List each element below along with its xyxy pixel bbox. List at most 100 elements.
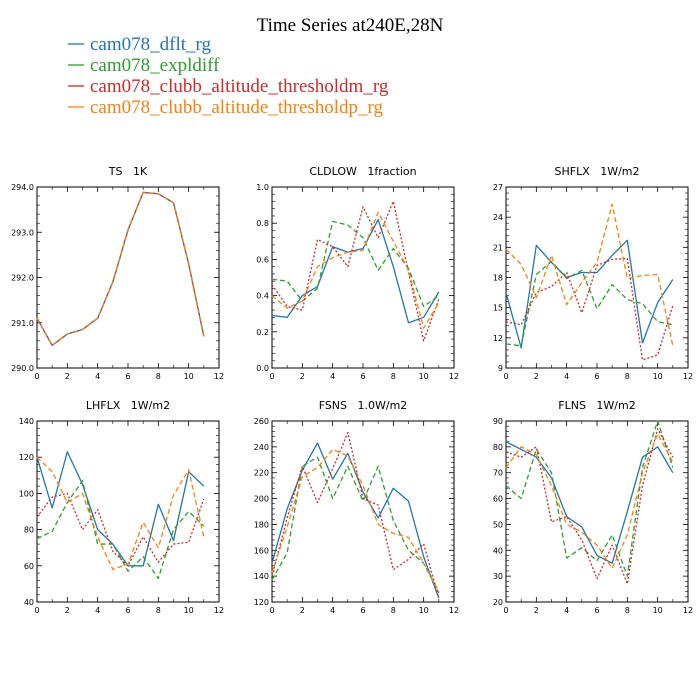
- y-tick-label: 291.0: [11, 319, 34, 328]
- panel-title: CLDLOW 1fraction: [309, 165, 416, 178]
- x-tick-label: 12: [683, 606, 693, 615]
- series-line-cam078-expldiff: [36, 480, 205, 580]
- x-tick-label: 0: [269, 606, 274, 615]
- legend: cam078_dflt_rgcam078_expldiffcam078_club…: [68, 34, 389, 118]
- x-tick-label: 6: [125, 372, 130, 381]
- panel-title: LHFLX 1W/m2: [86, 399, 170, 412]
- series-line-cam078-dflt-rg: [271, 218, 440, 324]
- x-tick-label: 8: [156, 372, 161, 381]
- y-tick-label: 40: [493, 546, 503, 555]
- x-tick-label: 2: [534, 606, 539, 615]
- y-tick-label: 80: [493, 443, 503, 452]
- y-tick-label: 40: [24, 598, 34, 607]
- x-tick-label: 0: [503, 606, 508, 615]
- y-tick-label: 30: [493, 572, 503, 581]
- series-line-cam078-clubb-altitude-thresholdp-rg: [505, 433, 674, 570]
- y-tick-label: 18: [493, 274, 503, 283]
- x-tick-label: 12: [449, 606, 459, 615]
- x-tick-label: 12: [214, 372, 224, 381]
- series-line-cam078-clubb-altitude-thresholdp-rg: [271, 211, 440, 329]
- y-tick-label: 27: [493, 183, 503, 192]
- x-tick-label: 8: [625, 606, 630, 615]
- panel-lhflx: LHFLX 1W/m2 0 2 4 6 8 10 12 40 60 80 100 120 140: [19, 399, 224, 615]
- x-tick-label: 0: [34, 606, 39, 615]
- series-line-cam078-expldiff: [505, 260, 673, 347]
- y-tick-label: 220: [254, 469, 269, 478]
- y-tick-label: 70: [493, 469, 503, 478]
- x-tick-label: 8: [391, 372, 396, 381]
- y-tick-label: 160: [254, 546, 269, 555]
- x-tick-label: 6: [594, 606, 599, 615]
- y-tick-label: 20: [493, 598, 503, 607]
- series-line-cam078-clubb-altitude-thresholdp-rg: [505, 203, 674, 347]
- panel-title: FLNS 1W/m2: [558, 399, 635, 412]
- x-tick-label: 0: [34, 372, 39, 381]
- y-tick-label: 200: [254, 495, 269, 504]
- panel-title: FSNS 1.0W/m2: [319, 399, 408, 412]
- x-tick-label: 10: [653, 606, 663, 615]
- x-tick-label: 4: [564, 606, 569, 615]
- panels: TS 1K0 2 4 6 8 10 12290.0291.0292.0293.0294.0C…: [11, 165, 693, 615]
- y-tick-label: 90: [493, 417, 503, 426]
- y-tick-label: 140: [254, 572, 269, 581]
- x-tick-label: 12: [683, 372, 693, 381]
- y-tick-label: 0.6: [256, 255, 269, 264]
- x-tick-label: 8: [156, 606, 161, 615]
- legend-label: cam078_dflt_rg: [90, 34, 212, 55]
- series-line-cam078-clubb-altitude-thresholdm-rg: [505, 428, 674, 585]
- y-tick-label: 12: [493, 334, 503, 343]
- x-tick-label: 2: [65, 606, 70, 615]
- legend-entry-3: cam078_clubb_altitude_thresholdm_rg: [68, 76, 389, 97]
- panel-fsns: FSNS 1.0W/m2 0 2 4 6 8 10 12 120 140 160 180 200 220 2…: [254, 399, 459, 615]
- y-tick-label: 240: [254, 443, 269, 452]
- y-tick-label: 0.8: [256, 219, 269, 228]
- panel-title: TS 1K: [108, 165, 148, 178]
- x-tick-label: 12: [449, 372, 459, 381]
- y-tick-label: 50: [493, 520, 503, 529]
- y-tick-label: 120: [19, 453, 34, 462]
- y-tick-label: 140: [19, 417, 34, 426]
- x-tick-label: 10: [419, 372, 429, 381]
- x-tick-label: 10: [184, 372, 194, 381]
- x-tick-label: 2: [65, 372, 70, 381]
- x-tick-label: 0: [503, 372, 508, 381]
- y-tick-label: 60: [493, 495, 503, 504]
- legend-label: cam078_clubb_altitude_thresholdp_rg: [90, 97, 384, 118]
- x-tick-label: 4: [330, 606, 335, 615]
- y-tick-label: 120: [254, 598, 269, 607]
- y-tick-label: 21: [493, 243, 503, 252]
- y-tick-label: 24: [493, 213, 503, 222]
- series-line-cam078-dflt-rg: [271, 442, 440, 599]
- y-tick-label: 80: [24, 526, 34, 535]
- y-tick-label: 100: [19, 489, 34, 498]
- legend-entry-1: cam078_dflt_rg: [68, 34, 212, 55]
- x-tick-label: 4: [330, 372, 335, 381]
- y-tick-label: 0.2: [256, 328, 269, 337]
- y-tick-label: 0.4: [256, 292, 269, 301]
- x-tick-label: 2: [534, 372, 539, 381]
- y-tick-label: 294.0: [11, 183, 34, 192]
- y-tick-label: 9: [498, 364, 503, 373]
- panel-ts: TS 1K 0 2 4 6 8 10 12 290.0 291.0 292.0 293.0 294.0: [11, 165, 224, 381]
- x-tick-label: 0: [269, 372, 274, 381]
- x-tick-label: 10: [653, 372, 663, 381]
- series-line-cam078-expldiff: [271, 220, 440, 308]
- y-tick-label: 1.0: [256, 183, 269, 192]
- y-tick-label: 60: [24, 562, 34, 571]
- x-tick-label: 6: [125, 606, 130, 615]
- series-line-cam078-clubb-altitude-thresholdp-rg: [36, 456, 205, 571]
- panel-flns: FLNS 1W/m2 0 2 4 6 8 10 12 20 30 40 50 60 70 80 90: [493, 399, 693, 615]
- x-tick-label: 8: [625, 372, 630, 381]
- y-tick-label: 292.0: [11, 274, 34, 283]
- y-tick-label: 290.0: [11, 364, 34, 373]
- series-line-cam078-clubb-altitude-thresholdm-rg: [505, 257, 674, 361]
- panel-cldlow: CLDLOW 1fraction 0 2 4 6 8 10 12 0.0 0.2 0.4 0.6 0.8…: [256, 165, 459, 381]
- x-tick-label: 12: [214, 606, 224, 615]
- series-line-cam078-dflt-rg: [36, 451, 205, 567]
- series-line-cam078-clubb-altitude-thresholdp-rg: [271, 448, 440, 592]
- y-tick-label: 180: [254, 520, 269, 529]
- x-tick-label: 4: [564, 372, 569, 381]
